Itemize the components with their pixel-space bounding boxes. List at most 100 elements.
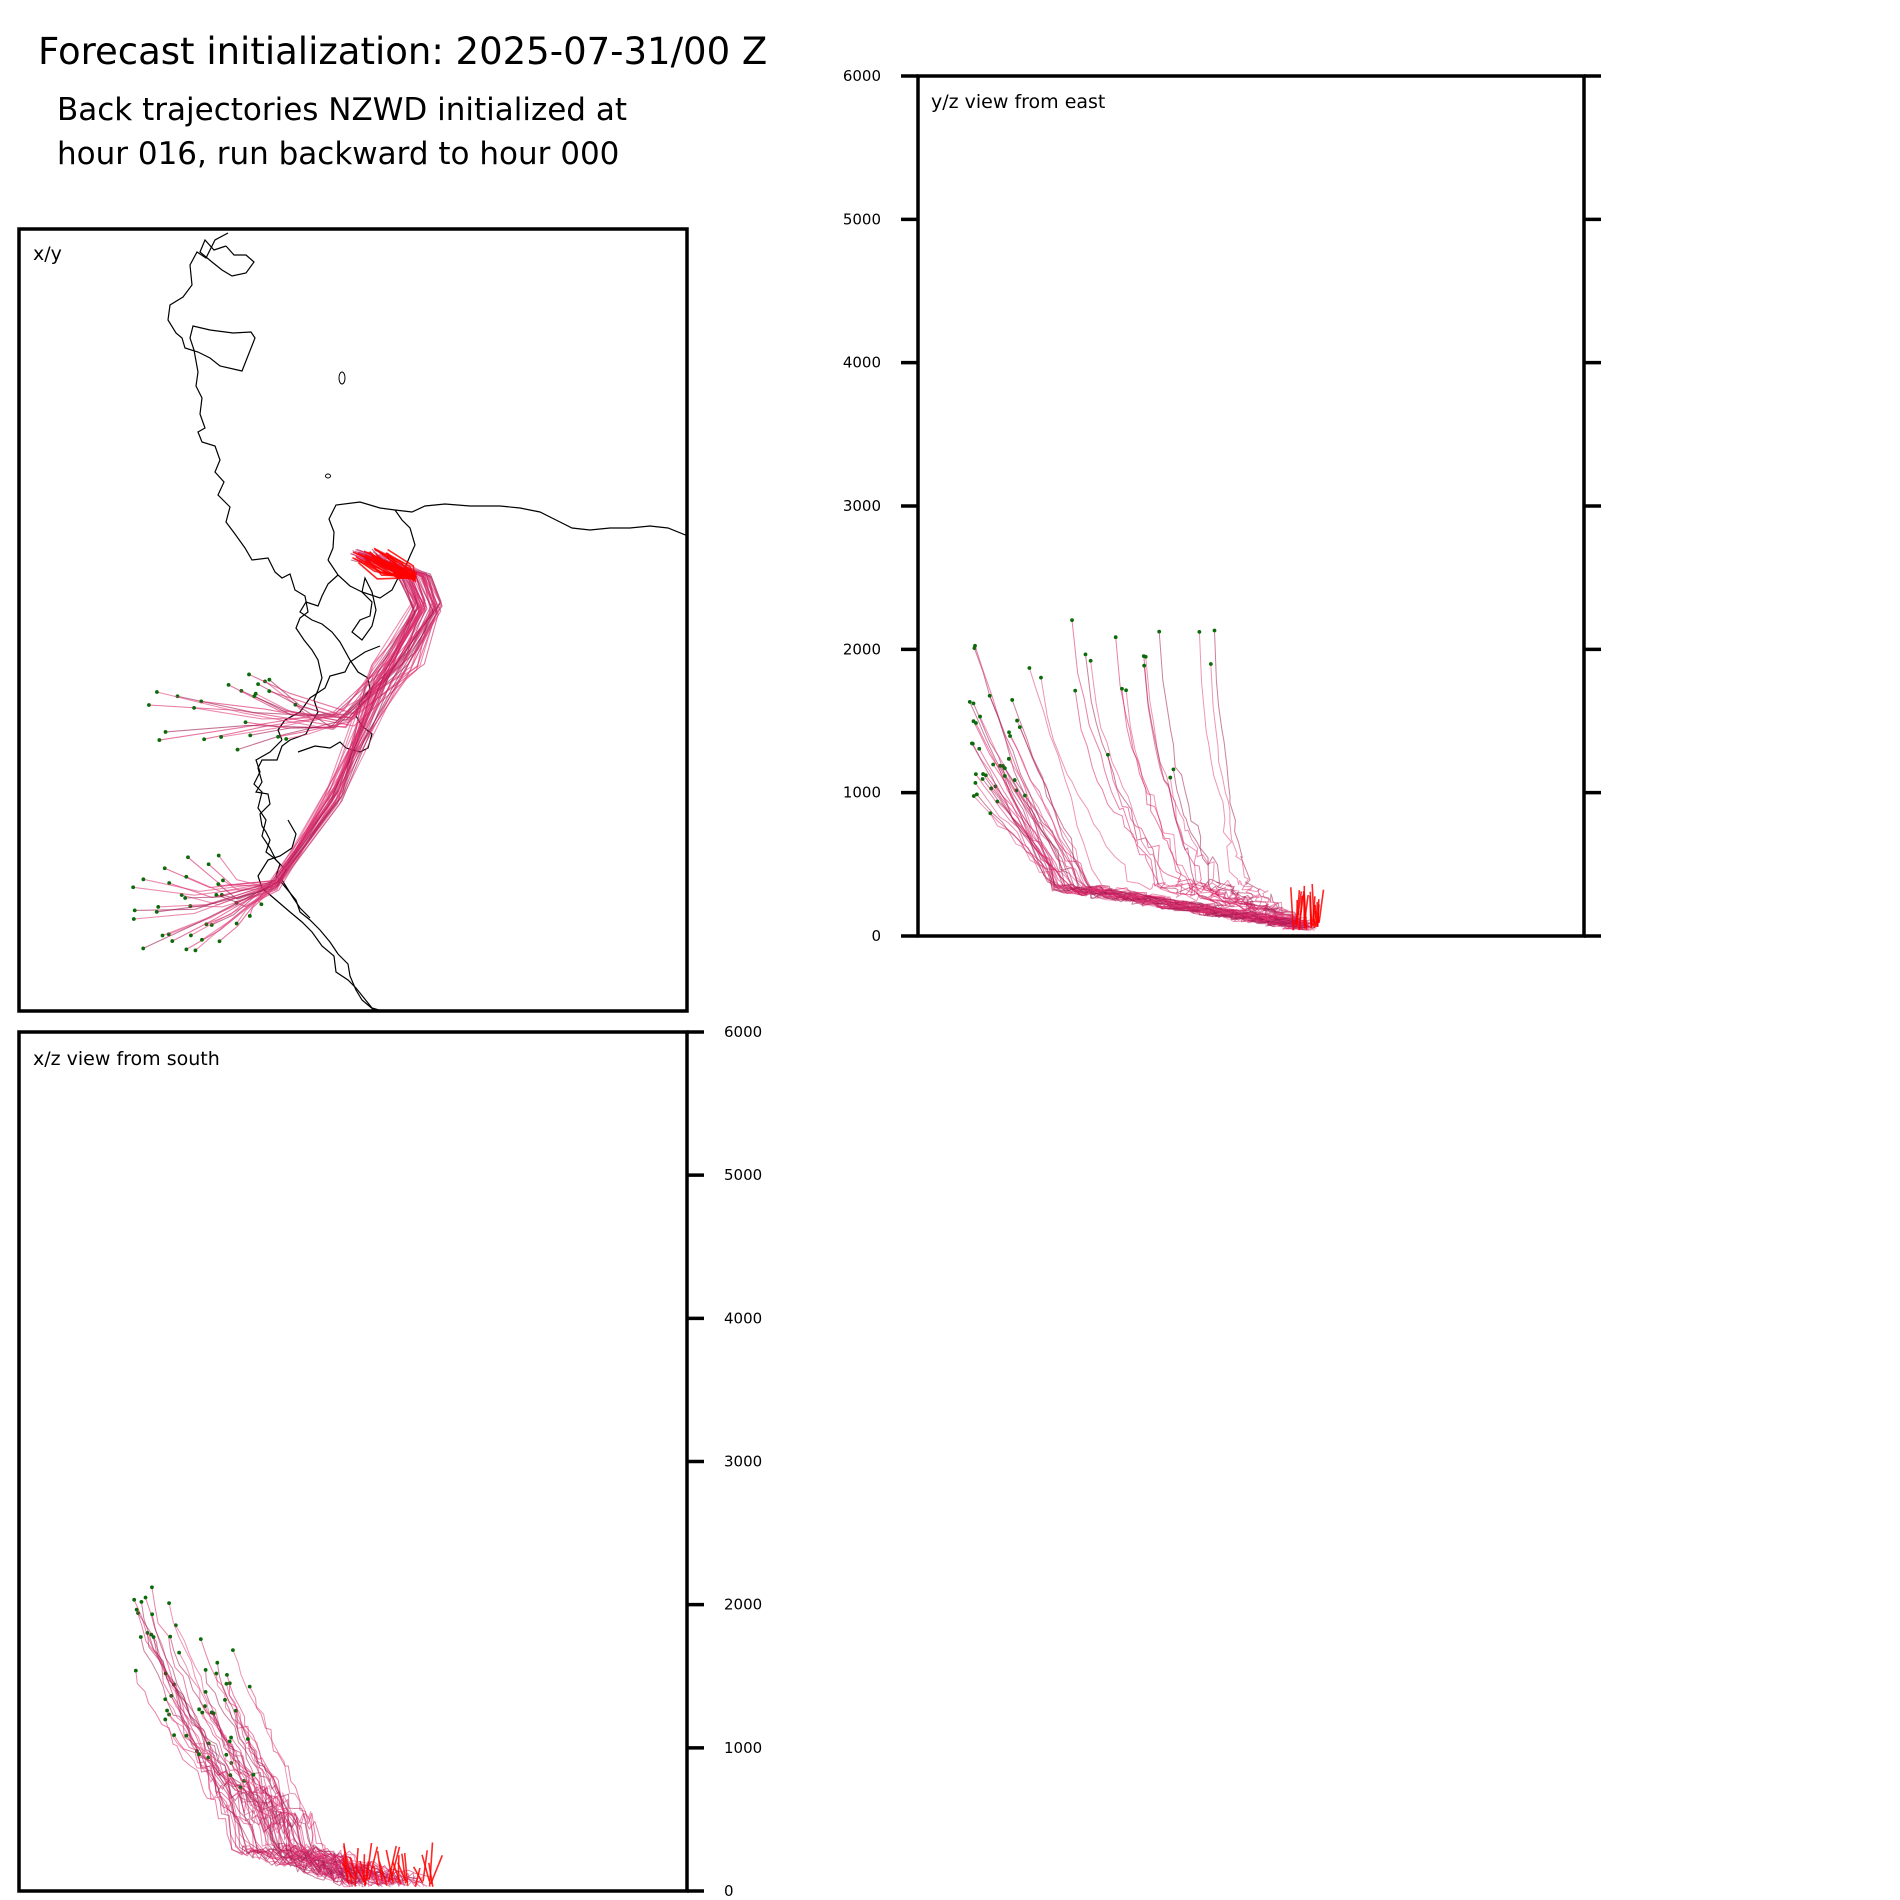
xz-trajectory-line [253,1774,392,1886]
xy-trajectory-line [185,557,435,899]
xy-endpoint-marker [170,939,175,943]
xz-endpoint-marker [245,1737,250,1741]
xy-frame [17,227,689,1013]
yz-endpoint-marker [988,811,993,816]
yz-endpoint-marker [1023,793,1027,798]
yz-start-segment [1314,904,1320,923]
y-tick-label: 1000 [843,784,881,802]
xy-endpoint-marker [184,947,189,952]
yz-endpoint-marker [1070,618,1074,623]
xz-endpoint-marker [167,1601,171,1605]
xz-endpoint-marker [143,1595,148,1600]
xz-start-segment [428,1842,434,1887]
xy-trajectory-line [156,559,416,913]
xy-endpoint-marker [247,914,252,918]
xy-endpoint-marker [276,734,281,739]
yz-endpoint-marker [1124,688,1128,693]
yz-endpoint-marker [1006,756,1011,761]
coastline-harbour [327,509,416,599]
xz-trajectory-line [153,1636,387,1886]
xz-endpoint-marker [150,1612,155,1617]
xz-start-segment [364,1861,370,1887]
yz-start-segment [1316,901,1320,924]
yz-endpoint-marker [981,772,985,776]
yz-trajectory-line [1071,620,1315,928]
xy-trajectory-line [143,552,417,892]
xy-trajectory-line [211,551,442,926]
xy-endpoint-marker [160,933,165,938]
yz-trajectory-line [974,645,1309,929]
xz-endpoint-marker [165,1708,169,1713]
xz-start-segment [343,1843,349,1882]
xz-trajectory-line [133,1599,407,1887]
xy-trajectory-line [172,553,423,942]
xy-endpoint-marker [132,908,137,913]
xz-endpoint-marker [229,1735,233,1740]
xz-trajectory-line [151,1587,361,1887]
coastline-main [167,232,387,1011]
yz-trajectory-line [1125,690,1304,925]
xy-start-segment [387,548,416,579]
yz-endpoint-marker [1120,686,1124,691]
yz-start-segment [1309,895,1313,927]
xy-endpoint-marker [186,855,190,860]
y-tick-label: 2000 [724,1596,762,1614]
xz-start-segment [341,1862,356,1880]
yz-endpoint-marker [1083,652,1088,657]
xy-trajectory-line [236,548,414,924]
yz-endpoint-marker [971,794,976,798]
xz-endpoint-marker [197,1752,201,1757]
xy-trajectory-line [162,552,442,937]
yz-endpoint-marker [1212,628,1217,633]
xy-endpoint-marker [141,877,146,882]
y-tick-label: 5000 [724,1166,762,1184]
y-tick-label: 1000 [724,1739,762,1757]
xy-endpoint-marker [141,946,146,951]
yz-trajectory-line [1009,735,1300,931]
xz-y-axis: 0 1000 2000 3000 4000 5000 6000 [687,1023,762,1900]
xy-endpoint-marker [131,885,136,890]
yz-start-segment [1312,915,1317,928]
coastline-south [253,739,311,919]
xy-endpoint-marker [235,747,240,752]
xy-endpoint-marker [243,720,248,725]
yz-endpoint-marker [974,721,978,725]
yz-endpoint-marker [1197,629,1202,634]
xz-start-segment [359,1860,367,1885]
yz-endpoint-marker [974,792,979,797]
xy-endpoint-marker [221,878,225,883]
yz-endpoint-marker [967,699,972,704]
xy-endpoint-marker [183,896,188,900]
y-tick-label: 4000 [724,1309,762,1327]
xy-endpoint-marker [267,689,272,694]
coastline-southeast [257,819,385,1011]
xy-endpoint-marker [156,905,161,909]
xz-trajectory-line [135,1670,357,1881]
xz-trajectory-line [140,1601,347,1887]
yz-endpoint-marker [973,772,978,777]
island-small-2 [325,473,331,479]
xy-endpoint-marker [234,921,239,926]
y-tick-label: 5000 [843,210,881,228]
island-small-1 [338,371,346,385]
yz-endpoint-marker [1141,654,1146,659]
xy-trajectory-line [169,557,441,899]
xz-endpoint-marker [163,1697,168,1702]
xz-start-segment [401,1853,407,1883]
yz-endpoint-marker [987,693,992,698]
xz-start-segment [378,1860,388,1886]
xy-endpoint-marker [193,948,198,953]
yz-endpoint-marker [973,643,977,648]
xz-endpoint-marker [224,1681,229,1686]
xz-start-segment [428,1862,434,1887]
yz-endpoint-marker [971,701,976,706]
xz-start-segment [429,1855,444,1885]
yz-endpoint-marker [1106,752,1110,757]
xz-frame [17,1030,689,1893]
yz-trajectory-line [989,695,1313,929]
xy-trajectory-line [206,557,434,925]
xz-start-segment [397,1855,400,1883]
xz-endpoint-marker [215,1660,220,1665]
xy-endpoint-marker [206,862,211,867]
yz-endpoint-marker [1073,688,1078,693]
